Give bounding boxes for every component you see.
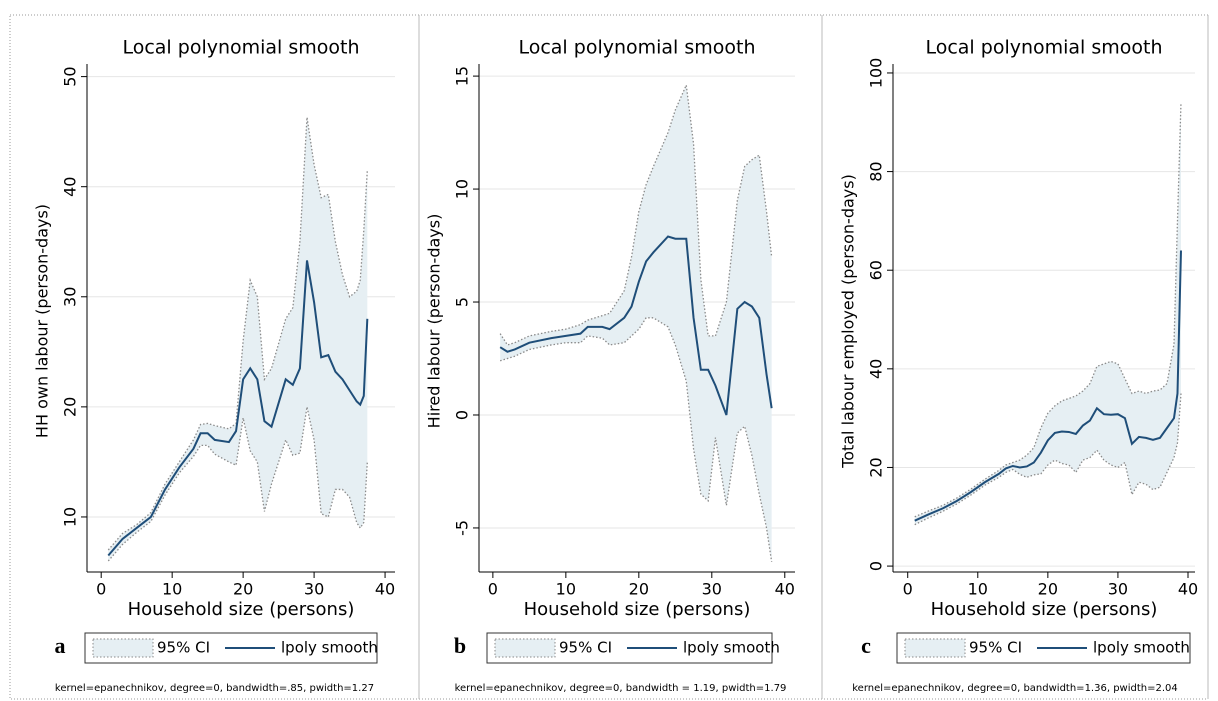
ci-upper-line — [914, 102, 1182, 518]
panel-note: kernel=epanechnikov, degree=0, bandwidth… — [852, 683, 1178, 694]
smooth-line — [107, 260, 369, 557]
panel-note: kernel=epanechnikov, degree=0, bandwidth… — [455, 683, 787, 694]
y-tick-label: 0 — [453, 410, 472, 420]
y-tick-label: 20 — [61, 397, 80, 417]
legend-ci-swatch — [494, 638, 556, 658]
y-tick-label: 60 — [867, 260, 886, 280]
y-tick-label: 30 — [61, 287, 80, 307]
legend-smooth-label: lpoly smooth — [1093, 639, 1190, 657]
ci-band — [108, 117, 368, 561]
x-tick-label: 40 — [1178, 580, 1198, 599]
figure-border — [9, 14, 1209, 700]
chart-title: Local polynomial smooth — [518, 37, 755, 59]
y-axis-title: Total labour employed (person-days) — [839, 174, 858, 469]
x-tick-label: 0 — [903, 580, 913, 599]
panel-label: b — [454, 633, 466, 658]
x-tick-label: 30 — [304, 580, 324, 599]
panel-label: c — [861, 633, 871, 658]
y-tick-label: 40 — [61, 177, 80, 197]
chart-title: Local polynomial smooth — [122, 37, 359, 59]
x-tick-label: 10 — [162, 580, 182, 599]
x-axis-title: Household size (persons) — [128, 599, 355, 620]
x-tick-label: 20 — [629, 580, 649, 599]
y-tick-label: 10 — [61, 507, 80, 527]
smooth-line — [914, 250, 1182, 522]
ci-upper-line — [107, 117, 368, 551]
y-tick-label: -5 — [453, 520, 472, 536]
legend-ci-label: 95% CI — [559, 639, 612, 657]
ci-band — [500, 85, 772, 562]
y-tick-label: 40 — [867, 359, 886, 379]
x-tick-label: 40 — [375, 580, 395, 599]
legend-ci-label: 95% CI — [969, 639, 1022, 657]
x-tick-label: 30 — [702, 580, 722, 599]
y-tick-label: 20 — [867, 457, 886, 477]
y-tick-label: 5 — [453, 297, 472, 307]
legend-ci-swatch — [92, 638, 154, 658]
x-tick-label: 40 — [775, 580, 795, 599]
y-tick-label: 50 — [61, 66, 80, 86]
panel-label: a — [55, 633, 66, 658]
ci-lower-line — [499, 317, 773, 562]
x-tick-label: 0 — [96, 580, 106, 599]
x-tick-label: 30 — [1108, 580, 1128, 599]
y-axis-title: Hired labour (person-days) — [425, 214, 444, 429]
x-tick-label: 10 — [968, 580, 988, 599]
legend-ci-swatch — [904, 638, 966, 658]
x-tick-label: 20 — [233, 580, 253, 599]
smooth-line — [499, 235, 773, 416]
legend-smooth-label: lpoly smooth — [683, 639, 780, 657]
y-tick-label: 100 — [867, 58, 886, 89]
legend-smooth-label: lpoly smooth — [281, 639, 378, 657]
x-tick-label: 0 — [488, 580, 498, 599]
y-axis-title: HH own labour (person-days) — [33, 204, 52, 438]
y-tick-label: 0 — [867, 561, 886, 571]
y-tick-label: 10 — [453, 179, 472, 199]
y-tick-label: 80 — [867, 161, 886, 181]
ci-lower-line — [914, 393, 1182, 526]
x-axis-title: Household size (persons) — [524, 599, 751, 620]
x-tick-label: 10 — [556, 580, 576, 599]
chart-title: Local polynomial smooth — [925, 37, 1162, 59]
ci-band — [914, 102, 1181, 525]
ci-lower-line — [107, 406, 368, 562]
panel-note: kernel=epanechnikov, degree=0, bandwidth… — [55, 683, 374, 694]
legend-ci-label: 95% CI — [157, 639, 210, 657]
x-axis-title: Household size (persons) — [931, 599, 1158, 620]
x-tick-label: 20 — [1038, 580, 1058, 599]
y-tick-label: 15 — [453, 66, 472, 86]
